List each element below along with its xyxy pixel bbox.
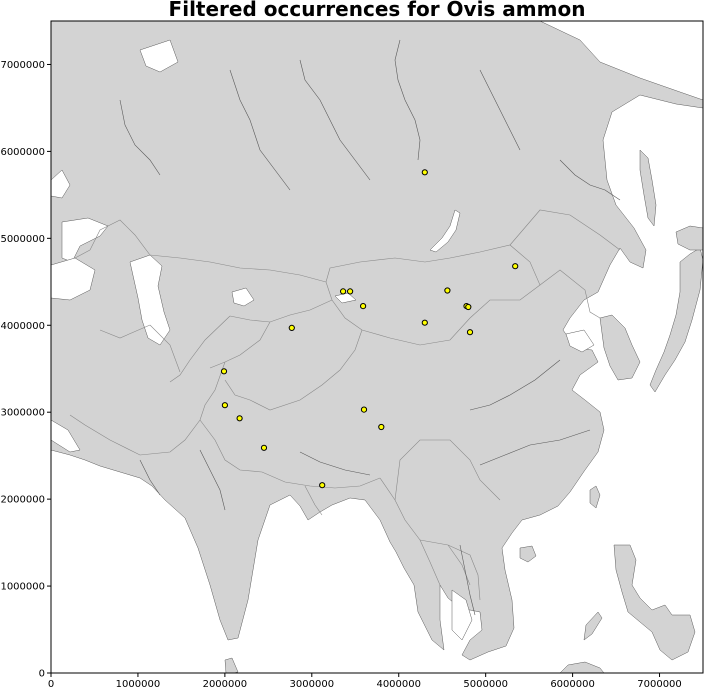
rivers: [119, 39, 621, 616]
occurrence-point-2: [512, 263, 519, 270]
y-tick-label: 3000000: [0, 408, 45, 419]
x-tick-label: 4000000: [376, 679, 421, 690]
x-tick-label: 3000000: [290, 679, 335, 690]
y-axis: 0 1000000 2000000 3000000 4000000 5000000 6000…: [0, 60, 51, 680]
lake-baikal: [429, 209, 461, 253]
eurasia-landmass: [51, 21, 703, 661]
x-tick-label: 5000000: [463, 679, 508, 690]
occurrence-point-6: [466, 329, 474, 336]
y-tick-label: 6000000: [0, 147, 45, 158]
basemap: [51, 21, 703, 673]
occurrence-point-13: [221, 402, 228, 409]
white-sea: [139, 39, 179, 73]
borneo-land: [559, 661, 605, 673]
occurrence-point-7: [421, 319, 428, 326]
occurrence-point-16: [378, 423, 385, 431]
x-tick-label: 1000000: [116, 679, 161, 690]
baltic-sea: [51, 169, 71, 199]
axes-frame: [50, 20, 704, 674]
caspian-sea: [129, 254, 171, 346]
persian-gulf-hint: [51, 419, 81, 453]
occurrence-point-8: [340, 288, 347, 295]
occurrence-point-5: [465, 303, 472, 311]
occurrence-point-11: [288, 324, 295, 331]
occurrence-point-10: [360, 303, 367, 310]
y-tick-label: 4000000: [0, 321, 45, 332]
occurrence-point-18: [319, 482, 326, 489]
y-tick-label: 5000000: [0, 234, 45, 245]
occurrence-point-1: [421, 169, 428, 176]
occurrence-point-3: [444, 287, 451, 294]
occurrence-point-15: [360, 406, 368, 413]
sakhalin-land: [639, 149, 657, 227]
x-tick-label: 6000000: [550, 679, 595, 690]
x-tick-label: 0: [48, 679, 54, 690]
philippines-land: [613, 544, 696, 661]
x-tick-label: 7000000: [637, 679, 682, 690]
x-axis: 0 1000000 2000000 3000000 4000000 5000000 6000…: [48, 673, 682, 690]
hokkaido-land: [675, 225, 703, 251]
taiwan-land: [589, 485, 601, 509]
hainan-land: [519, 545, 537, 563]
bohai-sea: [565, 329, 595, 353]
x-tick-label: 2000000: [203, 679, 248, 690]
occurrence-point-12: [220, 368, 228, 375]
y-tick-label: 7000000: [0, 60, 45, 71]
korea-land: [599, 314, 641, 381]
occurrence-point-14: [236, 415, 243, 422]
palawan-land: [583, 611, 603, 641]
page-title: Filtered occurrences for Ovis ammon: [168, 0, 586, 21]
gulf-of-thailand: [451, 589, 473, 641]
occurrence-point-17: [260, 444, 268, 451]
aral-sea: [231, 287, 255, 307]
occurrence-point-9: [347, 288, 354, 295]
gulf-of-finland: [61, 217, 109, 263]
occurrence-points: [220, 169, 519, 489]
japan-land: [649, 247, 703, 393]
country-borders: [69, 209, 621, 601]
y-tick-label: 1000000: [0, 582, 45, 593]
y-tick-label: 2000000: [0, 495, 45, 506]
y-tick-label: 0: [39, 669, 45, 680]
